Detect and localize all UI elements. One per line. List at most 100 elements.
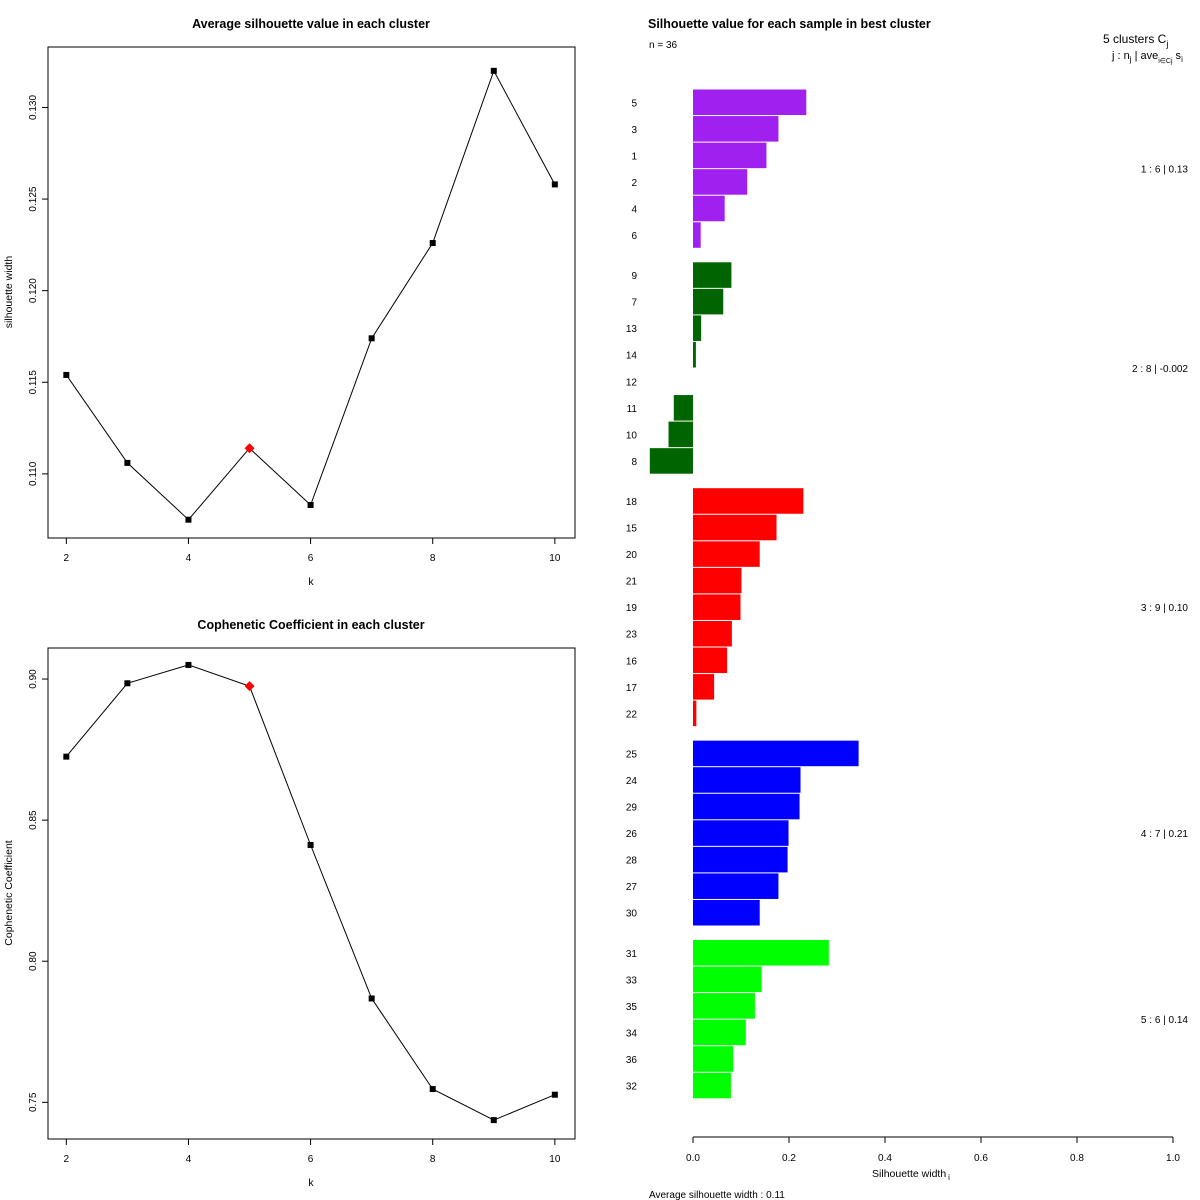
cluster-1-bar [693,142,767,169]
silhouette-bar-x-tick-label: 0.8 [1070,1153,1084,1164]
silhouette-data-point [490,67,497,74]
sample-label: 4 [631,204,637,215]
cluster-4-bar [693,873,779,899]
cophenetic-plot-frame [47,647,576,1140]
silhouette-bar-chart: Silhouette value for each sample in best… [626,17,1189,1200]
sample-label: 22 [626,709,638,720]
cluster-5-bar [693,1046,734,1072]
sample-label: 34 [626,1028,638,1039]
silhouette-bar-title: Silhouette value for each sample in best… [648,17,931,31]
cluster-5-bar [693,1019,746,1046]
cophenetic-y-tick-label: 0.85 [28,810,39,830]
cluster-2-bar [673,395,693,421]
cophenetic-x-tick-label: 4 [186,1154,192,1165]
silhouette-bar-x-tick-label: 0.0 [686,1153,700,1164]
silhouette-highlight-point [244,443,255,454]
cophenetic-data-point [124,680,131,687]
cophenetic-x-tick-label: 6 [308,1154,314,1165]
cluster-3-bar [693,594,741,620]
silhouette-y-tick-label: 0.115 [28,370,39,395]
cophenetic-x-tick-label: 8 [430,1154,436,1165]
sample-label: 14 [626,351,638,362]
cluster-2-bar [649,448,693,474]
cluster-2-bar [693,288,724,315]
cophenetic-data-point [551,1091,558,1098]
sample-label: 16 [626,656,638,667]
cluster-2-bar [693,262,732,288]
silhouette-x-tick-label: 8 [430,553,436,564]
cophenetic-x-tick-label: 2 [64,1154,70,1165]
cluster-1-summary: 1 : 6 | 0.13 [1141,165,1189,176]
cluster-2-bar [668,421,693,448]
sample-label: 17 [626,683,638,694]
cluster-4-bar [693,820,789,846]
sample-label: 15 [626,524,638,535]
cluster-1-bar [693,222,701,248]
cluster-2-bar [693,341,696,368]
sample-label: 13 [626,324,638,335]
cluster-3-summary: 3 : 9 | 0.10 [1141,603,1189,614]
silhouette-bar-x-tick-label: 1.0 [1166,1153,1180,1164]
cophenetic-data-point [185,661,192,668]
silhouette-data-point [185,516,192,523]
legend-sub-header: j : nj | avei∈Cj si [1111,50,1183,65]
sample-label: 8 [631,457,637,468]
silhouette-x-tick-label: 10 [549,553,561,564]
cluster-3-bar [693,488,804,514]
sample-label: 29 [626,803,638,814]
sample-label: 11 [627,404,638,415]
cluster-3-bar [693,647,728,674]
cophenetic-line-chart: Cophenetic Coefficient in each cluster 2… [3,618,576,1189]
sample-label: 27 [626,882,638,893]
cluster-3-bar [693,541,760,567]
silhouette-y-tick-label: 0.125 [28,186,39,211]
sample-label: 10 [626,430,638,441]
silhouette-bar-n-count: n = 36 [649,40,678,51]
cluster-5-bar [693,993,755,1019]
cluster-1-bar [693,89,807,116]
cluster-1-bar [693,169,748,195]
silhouette-x-tick-label: 6 [308,553,314,564]
cophenetic-y-tick-label: 0.75 [28,1092,39,1112]
cophenetic-data-point [307,841,314,848]
silhouette-y-axis-label: silhouette width [3,256,15,329]
silhouette-data-point [63,371,70,378]
cophenetic-x-axis-label: k [308,1177,314,1189]
silhouette-data-point [368,335,375,342]
sample-label: 1 [631,151,637,162]
sample-label: 3 [631,125,637,136]
silhouette-bar-x-tick-label: 0.2 [782,1153,796,1164]
cluster-3-bar [693,674,715,700]
silhouette-y-tick-label: 0.110 [28,461,39,486]
cophenetic-chart-title: Cophenetic Coefficient in each cluster [197,618,424,632]
silhouette-y-tick-label: 0.130 [28,95,39,120]
silhouette-line-chart: Average silhouette value in each cluster… [3,17,576,588]
sample-label: 23 [626,630,638,641]
sample-label: 24 [626,776,638,787]
sample-label: 2 [631,178,637,189]
cophenetic-data-point [63,753,70,760]
cluster-1-bar [693,116,779,142]
sample-label: 20 [626,550,638,561]
cluster-4-bar [693,740,859,767]
cophenetic-y-axis-label: Cophenetic Coefficient [3,840,15,946]
silhouette-x-axis-label: k [308,576,314,588]
silhouette-x-tick-label: 4 [186,553,192,564]
cophenetic-data-point [429,1086,436,1093]
cluster-4-bar [693,899,760,926]
cophenetic-y-tick-label: 0.90 [28,669,39,689]
sample-label: 26 [626,829,638,840]
sample-label: 30 [626,909,638,920]
silhouette-chart-title: Average silhouette value in each cluster [192,17,430,31]
cophenetic-x-tick-label: 10 [549,1154,561,1165]
sample-label: 21 [626,577,638,588]
silhouette-bar-x-axis-label: Silhouette width i [872,1168,950,1182]
cluster-5-summary: 5 : 6 | 0.14 [1141,1015,1189,1026]
sample-label: 35 [626,1002,638,1013]
sample-label: 33 [626,975,638,986]
sample-label: 36 [626,1055,638,1066]
cophenetic-highlight-point [244,681,255,692]
sample-label: 12 [626,377,638,388]
cluster-4-bar [693,846,788,873]
